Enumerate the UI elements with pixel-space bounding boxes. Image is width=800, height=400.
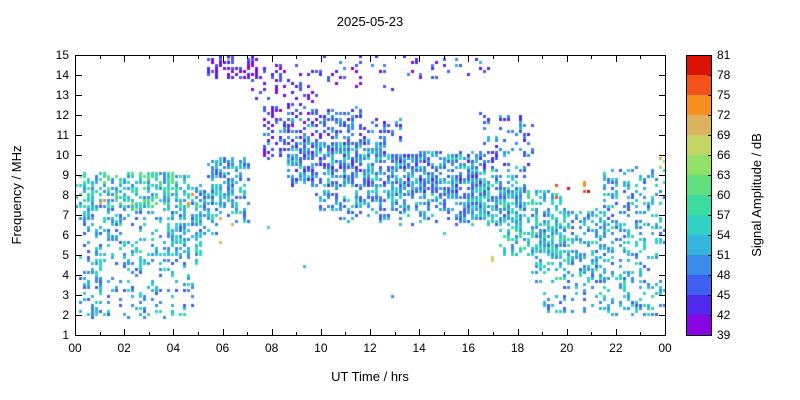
colorbar-segment	[686, 195, 711, 215]
colorbar-tick-label: 45	[717, 288, 731, 302]
y-tick-label: 4	[62, 268, 69, 282]
colorbar-segment	[686, 115, 711, 135]
x-tick-label: 08	[265, 341, 279, 355]
y-tick-label: 13	[56, 88, 70, 102]
y-tick-label: 15	[56, 48, 70, 62]
colorbar-segment	[686, 175, 711, 195]
y-tick-label: 1	[62, 328, 69, 342]
colorbar-tick-label: 60	[717, 188, 731, 202]
colorbar-segment	[686, 215, 711, 235]
colorbar-segment	[686, 55, 711, 75]
colorbar-tick-label: 72	[717, 108, 731, 122]
y-axis-label: Frequency / MHz	[9, 145, 24, 245]
y-tick-label: 9	[62, 168, 69, 182]
colorbar-tick-label: 75	[717, 88, 731, 102]
colorbar-label: Signal Amplitude / dB	[749, 133, 764, 257]
y-tick-label: 7	[62, 208, 69, 222]
x-axis-label: UT Time / hrs	[331, 369, 409, 384]
y-tick-label: 8	[62, 188, 69, 202]
x-tick-label: 06	[216, 341, 230, 355]
x-tick-label: 22	[609, 341, 623, 355]
colorbar-tick-label: 39	[717, 328, 731, 342]
y-tick-label: 10	[56, 148, 70, 162]
colorbar-segment	[686, 275, 711, 295]
colorbar-tick-label: 51	[717, 248, 731, 262]
y-tick-label: 3	[62, 288, 69, 302]
colorbar-tick-label: 42	[717, 308, 731, 322]
x-tick-label: 14	[412, 341, 426, 355]
colorbar-tick-label: 69	[717, 128, 731, 142]
x-tick-label: 04	[167, 341, 181, 355]
x-tick-label: 02	[117, 341, 131, 355]
colorbar-segment	[686, 255, 711, 275]
x-tick-label: 12	[363, 341, 377, 355]
colorbar-segment	[686, 135, 711, 155]
y-tick-label: 6	[62, 228, 69, 242]
colorbar-tick-label: 48	[717, 268, 731, 282]
x-tick-label: 18	[511, 341, 525, 355]
chart-title: 2025-05-23	[336, 14, 404, 29]
colorbar-segment	[686, 315, 711, 335]
y-tick-label: 2	[62, 308, 69, 322]
y-tick-label: 5	[62, 248, 69, 262]
colorbar-tick-label: 63	[717, 168, 731, 182]
colorbar-segment	[686, 75, 711, 95]
colorbar-frame	[686, 55, 712, 336]
colorbar-tick-label: 81	[717, 48, 731, 62]
x-tick-label: 20	[560, 341, 574, 355]
x-tick-label: 10	[314, 341, 328, 355]
colorbar-segment	[686, 295, 711, 315]
colorbar-tick-label: 78	[717, 68, 731, 82]
y-tick-label: 12	[56, 108, 70, 122]
colorbar-segment	[686, 235, 711, 255]
x-tick-label: 00	[68, 341, 82, 355]
colorbar-tick-label: 57	[717, 208, 731, 222]
x-tick-label: 00	[658, 341, 672, 355]
colorbar-tick-label: 66	[717, 148, 731, 162]
colorbar-tick-label: 54	[717, 228, 731, 242]
colorbar-segment	[686, 155, 711, 175]
colorbar-segment	[686, 95, 711, 115]
y-tick-label: 14	[56, 68, 70, 82]
x-tick-label: 16	[462, 341, 476, 355]
y-tick-label: 11	[57, 128, 70, 142]
data-points-canvas	[75, 55, 665, 335]
